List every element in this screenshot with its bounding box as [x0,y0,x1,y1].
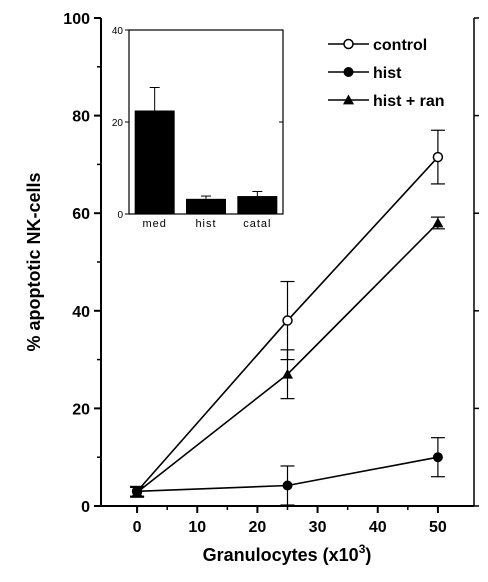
data-point [131,486,143,497]
data-point [282,480,293,491]
inset-bar [237,196,278,214]
inset-y-tick-label: 0 [117,210,123,221]
y-tick-label: 20 [72,401,90,418]
data-point [432,217,444,228]
x-tick-label: 20 [249,519,267,536]
x-axis-title-suffix: ) [365,545,371,565]
inset-y-tick-label: 20 [112,118,124,129]
inset-category-label: catal [243,218,271,230]
legend-marker [343,67,354,77]
data-point [282,315,293,326]
data-point [432,452,443,463]
y-tick-label: 40 [72,304,90,321]
y-tick-label: 100 [63,11,90,28]
legend-label: hist [373,65,402,82]
x-tick-label: 50 [429,519,447,536]
legend-marker [343,94,354,105]
inset-bar [186,198,226,214]
inset-category-label: med [142,218,166,230]
x-tick-label: 40 [369,519,387,536]
y-tick-label: 0 [81,499,90,516]
x-axis-title-superscript: 3 [359,542,366,556]
inset-y-tick-label: 40 [112,26,124,37]
y-tick-label: 60 [72,206,90,223]
data-point [432,151,444,163]
data-point [282,368,293,379]
x-tick-label: 0 [133,519,142,536]
inset-category-label: hist [195,218,216,230]
legend-label: hist + ran [373,93,445,110]
inset-bar [134,110,175,214]
x-axis-title: Granulocytes (x103) [203,542,372,565]
legend-marker [343,38,354,50]
x-tick-label: 10 [188,519,206,536]
y-axis-title: % apoptotic NK-cells [24,172,44,351]
x-tick-label: 30 [309,519,327,536]
y-tick-label: 80 [72,109,90,126]
x-axis-title-text: Granulocytes (x10 [203,545,359,565]
legend-label: control [373,37,427,54]
